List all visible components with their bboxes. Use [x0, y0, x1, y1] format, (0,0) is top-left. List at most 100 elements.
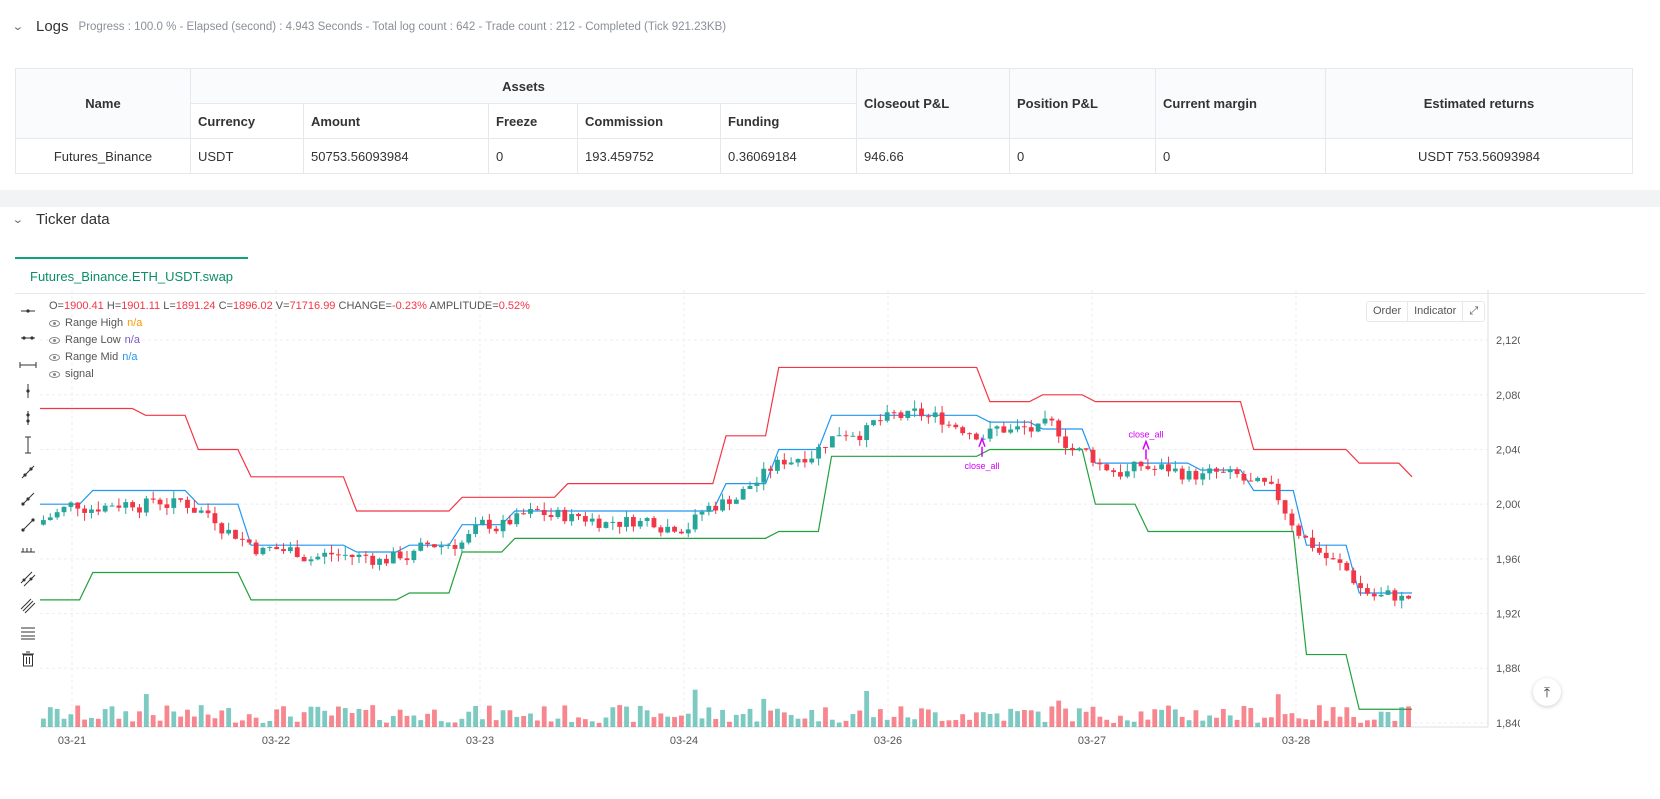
- candle-body: [651, 518, 657, 528]
- table-cell: 193.459752: [577, 138, 721, 174]
- candle-body: [1015, 426, 1020, 430]
- col-closeout: Closeout P&L: [856, 68, 1010, 139]
- volume-bar: [630, 721, 636, 727]
- chart-svg[interactable]: 2,120.00 2,080.00 2,040.00 2,000.00 1,960.00…: [40, 290, 1539, 790]
- segment-line-icon[interactable]: [17, 514, 39, 536]
- x-tick-label: 03-27: [1078, 735, 1106, 747]
- eye-icon[interactable]: [49, 353, 60, 361]
- horizontal-ray-icon[interactable]: [17, 327, 39, 349]
- trash-icon[interactable]: [17, 648, 39, 670]
- volume-bar: [171, 711, 177, 727]
- extended-line-icon[interactable]: [17, 354, 39, 376]
- price-chart[interactable]: 2,120.00 2,080.00 2,040.00 2,000.00 1,960.00…: [40, 290, 1539, 795]
- volume-bar: [1186, 720, 1192, 727]
- volume-bar: [486, 705, 492, 727]
- candle-body: [329, 552, 334, 555]
- col-position: Position P&L: [1009, 68, 1156, 139]
- order-button[interactable]: Order: [1373, 305, 1402, 317]
- trend-line-icon[interactable]: [17, 461, 39, 483]
- tab-divider: [15, 293, 1645, 294]
- volume-bar: [54, 708, 60, 727]
- ticker-header[interactable]: ⌄ Ticker data: [11, 211, 110, 228]
- o-value: 1900.41: [63, 300, 104, 312]
- eye-icon[interactable]: [49, 370, 60, 378]
- candle-body: [1090, 449, 1096, 463]
- logs-header[interactable]: ⌄ Logs Progress : 100.0 % - Elapsed (sec…: [11, 18, 726, 35]
- candle-body: [939, 412, 945, 425]
- volume-bar: [1282, 714, 1288, 727]
- candle-body: [877, 420, 883, 422]
- candle-body: [1385, 590, 1391, 595]
- legend-value: n/a: [122, 351, 138, 363]
- chevron-down-icon[interactable]: ⌄: [11, 214, 24, 226]
- legend-range-mid[interactable]: Range Mid n/a: [49, 351, 138, 363]
- candle-body: [836, 435, 842, 437]
- volume-bar: [960, 714, 966, 727]
- volume-bar: [1015, 711, 1020, 727]
- candle-body: [768, 468, 773, 471]
- candle-body: [466, 533, 472, 543]
- candle-body: [795, 459, 801, 463]
- vertical-ray-icon[interactable]: [17, 407, 39, 429]
- eye-icon[interactable]: [49, 319, 60, 327]
- volume-bar: [980, 712, 986, 727]
- candle-body: [130, 502, 136, 508]
- volume-bar: [363, 710, 369, 727]
- volume-bar: [1152, 709, 1158, 727]
- legend-value: n/a: [124, 334, 140, 346]
- eye-icon[interactable]: [49, 336, 60, 344]
- ray-line-icon[interactable]: [17, 488, 39, 510]
- tab-eth-usdt-swap[interactable]: Futures_Binance.ETH_USDT.swap: [15, 257, 249, 293]
- scroll-to-top-button[interactable]: ⤒: [1533, 678, 1561, 706]
- price-range-icon[interactable]: [17, 541, 39, 563]
- volume-bar: [1399, 707, 1405, 727]
- candle-body: [198, 510, 204, 513]
- legend-range-low[interactable]: Range Low n/a: [49, 334, 140, 346]
- volume-bar: [75, 705, 81, 727]
- volume-bar: [644, 710, 650, 727]
- volume-bar: [260, 722, 266, 727]
- drawing-toolbar: [17, 300, 39, 675]
- volume-bar: [658, 713, 664, 727]
- candle-body: [781, 459, 787, 465]
- range-mid-line: [40, 414, 1412, 594]
- change-value: -0.23%: [392, 300, 427, 312]
- fib-channel-icon[interactable]: [17, 595, 39, 617]
- candle-body: [1365, 588, 1370, 594]
- candle-body: [75, 502, 81, 509]
- horizontal-line-icon[interactable]: [17, 300, 39, 322]
- volume-bar: [418, 720, 424, 727]
- candle-body: [1399, 595, 1405, 601]
- volume-bar: [925, 709, 931, 727]
- volume-bar: [1289, 713, 1295, 727]
- vertical-line-icon[interactable]: [17, 380, 39, 402]
- legend-range-high[interactable]: Range High n/a: [49, 317, 142, 329]
- legend-signal[interactable]: signal: [49, 368, 94, 380]
- vertical-segment-icon[interactable]: [17, 434, 39, 456]
- volume-bar: [953, 720, 959, 727]
- fullscreen-icon[interactable]: ⤢: [1462, 302, 1484, 321]
- volume-bar: [555, 718, 561, 727]
- volume-bar: [342, 708, 348, 727]
- volume-bar: [390, 715, 396, 727]
- legend-label: Range High: [65, 317, 124, 329]
- candle-body: [555, 509, 561, 517]
- candle-body: [287, 547, 293, 552]
- candle-body: [1344, 562, 1350, 571]
- indicator-button[interactable]: Indicator: [1407, 302, 1462, 321]
- candle-body: [637, 520, 643, 527]
- candle-body: [356, 554, 362, 558]
- volume-bar: [384, 722, 389, 727]
- col-freeze: Freeze: [488, 103, 578, 139]
- candle-body: [644, 518, 650, 521]
- candle-body: [123, 502, 129, 508]
- volume-bar: [137, 711, 142, 727]
- candle-body: [322, 552, 328, 557]
- parallel-channel-icon[interactable]: [17, 568, 39, 590]
- volume-bar: [1145, 719, 1151, 727]
- chevron-down-icon[interactable]: ⌄: [11, 21, 24, 33]
- y-tick-label: 2,120.00: [1496, 335, 1520, 347]
- candle-body: [1001, 426, 1007, 433]
- volume-bar: [1358, 722, 1363, 727]
- fib-retracement-icon[interactable]: [17, 622, 39, 644]
